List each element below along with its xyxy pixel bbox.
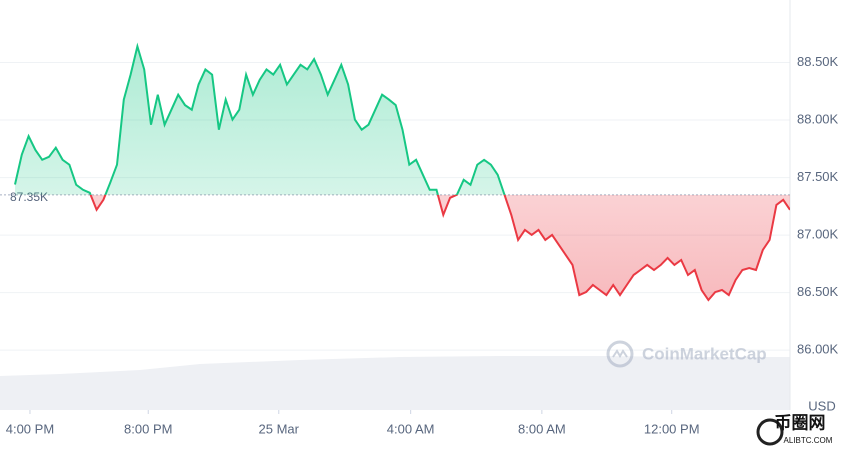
line-down — [89, 194, 790, 302]
y-tick-label: 88.50K — [797, 54, 839, 69]
badge: 币圈网 ALIBTC.COM — [756, 413, 833, 446]
x-tick-label: 4:00 AM — [387, 421, 435, 436]
x-tick-label: 25 Mar — [259, 421, 300, 436]
badge-subtitle: ALIBTC.COM — [784, 436, 833, 445]
badge-title: 币圈网 — [775, 413, 826, 432]
watermark: CoinMarketCap — [606, 340, 767, 368]
line-up — [14, 42, 506, 195]
x-tick-label: 8:00 AM — [518, 421, 566, 436]
currency-label: USD — [808, 398, 835, 413]
y-tick-label: 87.00K — [797, 227, 839, 242]
y-tick-label: 86.00K — [797, 342, 839, 357]
y-tick-label: 86.50K — [797, 284, 839, 299]
x-tick-label: 4:00 PM — [6, 421, 54, 436]
x-tick-label: 8:00 PM — [124, 421, 172, 436]
x-tick-label: 12:00 PM — [644, 421, 700, 436]
area-up — [15, 46, 505, 195]
watermark-text: CoinMarketCap — [642, 344, 767, 363]
volume-area — [0, 356, 790, 410]
y-tick-label: 88.00K — [797, 111, 839, 126]
area-down — [15, 194, 790, 300]
y-tick-label: 87.50K — [797, 169, 839, 184]
